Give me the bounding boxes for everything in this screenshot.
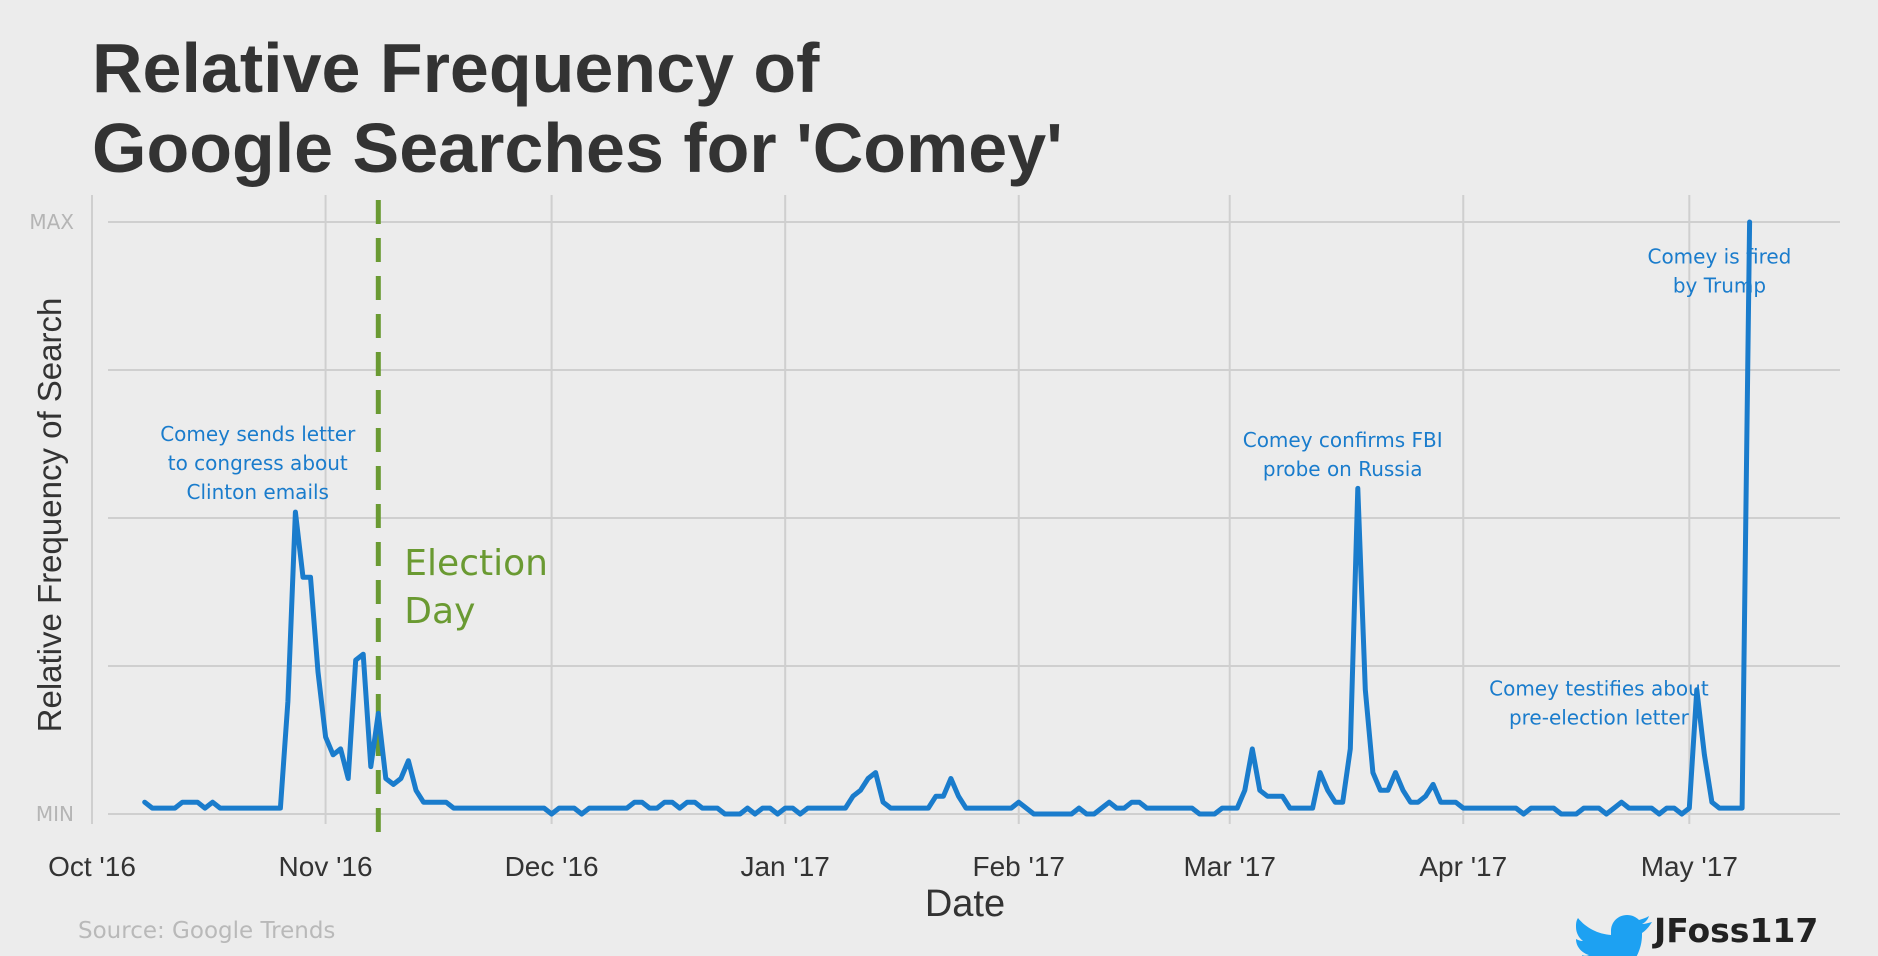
twitter-bird-icon xyxy=(1576,915,1652,956)
annotation-text: by Trump xyxy=(1673,273,1766,297)
y-tick-label: MAX xyxy=(29,210,74,234)
grid-layer xyxy=(91,195,1840,824)
x-tick-label: Feb '17 xyxy=(972,851,1065,882)
y-axis-label: Relative Frequency of Search xyxy=(31,298,68,733)
annotation-layer: Comey sends letter to congress about Clint… xyxy=(160,244,1791,729)
x-tick-label: May '17 xyxy=(1641,851,1738,882)
annotation-text: to congress about xyxy=(168,451,348,475)
annotation-text: Comey testifies about xyxy=(1489,677,1709,701)
x-tick-label: Jan '17 xyxy=(740,851,829,882)
election-day-layer: Election Day xyxy=(375,200,548,844)
annotation-text: pre-election letter xyxy=(1509,706,1690,730)
annotation-text: Comey is fired xyxy=(1647,244,1791,268)
x-tick-label: Mar '17 xyxy=(1183,851,1276,882)
x-tick-label: Nov '16 xyxy=(279,851,373,882)
x-tick-label: Apr '17 xyxy=(1419,851,1507,882)
twitter-handle-text: JFoss117 xyxy=(1652,911,1818,950)
election-day-label: Election xyxy=(404,543,548,584)
annotation: Comey testifies about pre-election letter xyxy=(1489,677,1709,730)
annotation: Comey confirms FBI probe on Russia xyxy=(1243,428,1443,481)
annotation: Comey sends letter to congress about Clint… xyxy=(160,422,356,504)
twitter-handle[interactable]: JFoss117 xyxy=(1573,911,1818,956)
annotation-text: Clinton emails xyxy=(187,480,329,504)
annotation: Comey is fired by Trump xyxy=(1647,244,1791,297)
series-layer xyxy=(142,219,1753,817)
chart-title-line-2: Google Searches for 'Comey' xyxy=(92,109,1063,187)
axis-text-layer: MIN MAX Oct '16 Nov '16 Dec '16 Jan '17 Feb '1… xyxy=(29,210,1738,882)
annotation-text: Comey confirms FBI xyxy=(1243,428,1443,452)
series-line xyxy=(142,219,1753,817)
annotation-text: Comey sends letter xyxy=(160,422,356,446)
x-tick-label: Oct '16 xyxy=(48,851,136,882)
election-day-label: Day xyxy=(404,591,475,632)
x-tick-label: Dec '16 xyxy=(505,851,599,882)
chart-title-line-1: Relative Frequency of xyxy=(92,29,820,107)
x-axis-label: Date xyxy=(925,883,1005,925)
annotation-text: probe on Russia xyxy=(1263,457,1423,481)
y-tick-label: MIN xyxy=(36,802,74,826)
source-note: Source: Google Trends xyxy=(78,918,335,944)
